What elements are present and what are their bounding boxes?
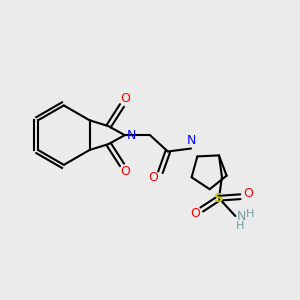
Text: O: O [244,187,253,200]
Text: H: H [245,209,254,219]
Text: O: O [190,208,200,220]
Text: O: O [148,171,158,184]
Text: O: O [120,165,130,178]
Text: N: N [127,129,136,142]
Text: O: O [120,92,130,105]
Text: N: N [237,209,246,223]
Text: N: N [186,134,196,147]
Text: S: S [214,192,224,205]
Text: H: H [236,220,244,231]
